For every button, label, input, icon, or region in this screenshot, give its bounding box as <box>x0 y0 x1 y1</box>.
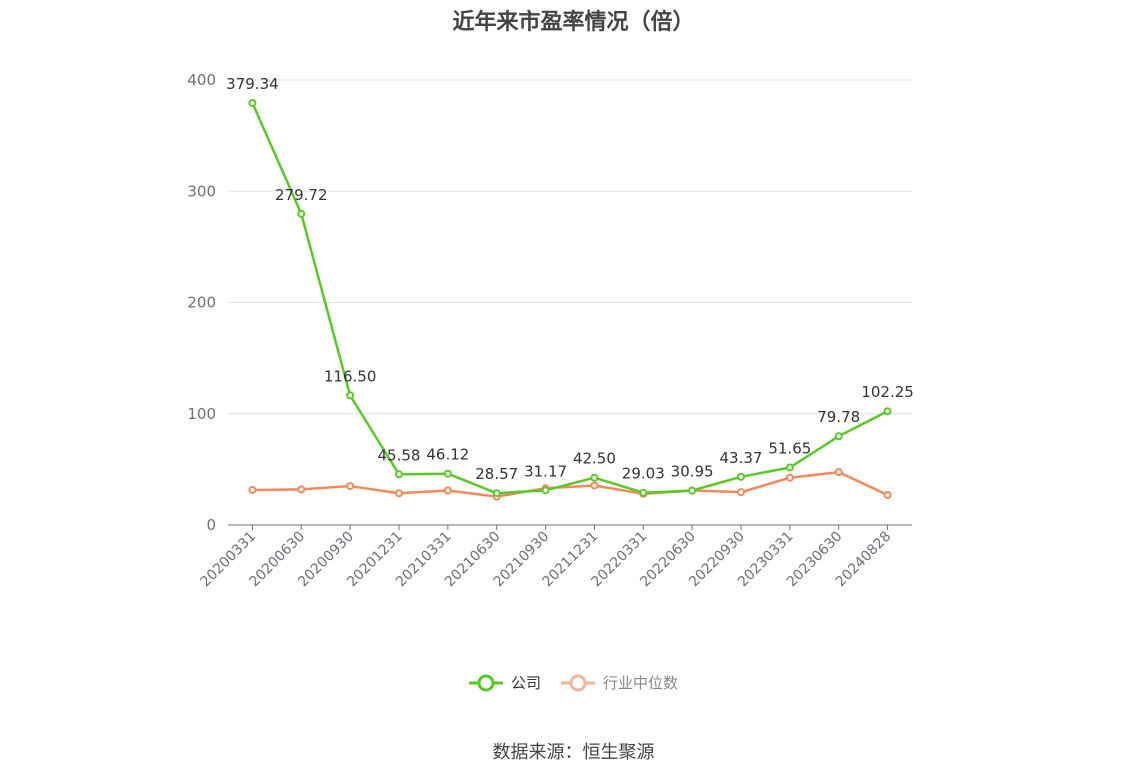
company-data-point <box>688 486 697 495</box>
company-data-point <box>492 489 501 498</box>
legend: 公司 行业中位数 <box>0 672 1147 693</box>
legend-item-company[interactable]: 公司 <box>468 672 541 693</box>
company-data-label: 29.03 <box>622 465 665 483</box>
company-data-label: 46.12 <box>426 446 469 464</box>
legend-company-marker-icon <box>468 674 503 691</box>
chart-title: 近年来市盈率情况（倍） <box>452 10 695 35</box>
company-data-point <box>590 473 599 482</box>
company-data-point <box>443 469 452 478</box>
industry-data-point <box>785 473 794 482</box>
x-axis: 2020033120200630202009302020123120210331… <box>198 524 912 590</box>
grid-lines <box>228 79 912 415</box>
company-data-label: 45.58 <box>378 446 421 464</box>
y-axis: 0 100 200 300 400 <box>187 71 216 534</box>
company-data-point <box>883 407 892 416</box>
company-data-point <box>297 209 306 218</box>
company-data-label: 102.25 <box>861 383 914 401</box>
y-tick-label: 200 <box>187 294 216 312</box>
company-data-point <box>785 463 794 472</box>
company-data-point <box>834 432 843 441</box>
industry-data-point <box>590 481 599 490</box>
industry-data-point <box>248 485 257 494</box>
company-data-label: 279.72 <box>275 186 328 204</box>
legend-industry-label: 行业中位数 <box>603 674 679 692</box>
industry-data-point <box>737 488 745 497</box>
y-tick-label: 0 <box>206 516 216 534</box>
data-labels: 379.34 279.72 116.50 45.58 46.12 28.57 31.17 42… <box>226 75 914 483</box>
y-tick-label: 400 <box>187 71 216 89</box>
company-data-point <box>346 391 355 400</box>
company-series-line <box>251 102 889 495</box>
company-data-label: 30.95 <box>671 463 714 481</box>
legend-item-industry[interactable]: 行业中位数 <box>561 672 678 693</box>
company-data-label: 31.17 <box>524 462 567 480</box>
industry-data-point <box>346 482 355 491</box>
legend-company-label: 公司 <box>510 674 541 692</box>
company-data-point <box>737 472 745 481</box>
industry-data-point <box>395 489 403 498</box>
industry-data-point <box>443 486 452 495</box>
industry-data-point <box>297 485 306 494</box>
y-tick-label: 300 <box>187 182 216 200</box>
company-data-point <box>395 470 403 479</box>
company-data-point <box>639 488 648 497</box>
company-data-label: 379.34 <box>226 75 279 93</box>
company-data-label: 79.78 <box>817 408 860 426</box>
company-data-label: 116.50 <box>324 367 377 385</box>
industry-series-line <box>252 470 889 498</box>
industry-data-point <box>883 490 892 499</box>
y-tick-label: 100 <box>187 405 216 423</box>
series-layer <box>248 98 892 501</box>
company-data-point <box>248 98 257 107</box>
legend-industry-marker-icon <box>561 674 595 691</box>
company-data-label: 42.50 <box>573 450 616 468</box>
company-data-label: 43.37 <box>720 449 763 467</box>
company-data-label: 28.57 <box>475 465 518 483</box>
company-data-label: 51.65 <box>768 440 811 458</box>
data-source: 数据来源：恒生聚源 <box>492 742 655 763</box>
industry-data-point <box>834 468 843 477</box>
company-data-point <box>541 486 550 495</box>
